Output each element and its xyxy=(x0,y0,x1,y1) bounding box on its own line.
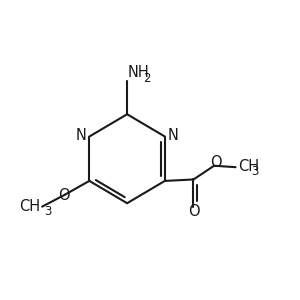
Text: 3: 3 xyxy=(44,205,52,218)
Text: N: N xyxy=(76,128,87,143)
Text: N: N xyxy=(167,128,178,143)
Text: O: O xyxy=(188,204,200,219)
Text: 3: 3 xyxy=(252,165,259,178)
Text: O: O xyxy=(58,188,69,203)
Text: 2: 2 xyxy=(143,72,150,85)
Text: CH: CH xyxy=(20,199,41,214)
Text: NH: NH xyxy=(128,65,150,80)
Text: O: O xyxy=(210,155,221,170)
Text: CH: CH xyxy=(238,159,259,174)
